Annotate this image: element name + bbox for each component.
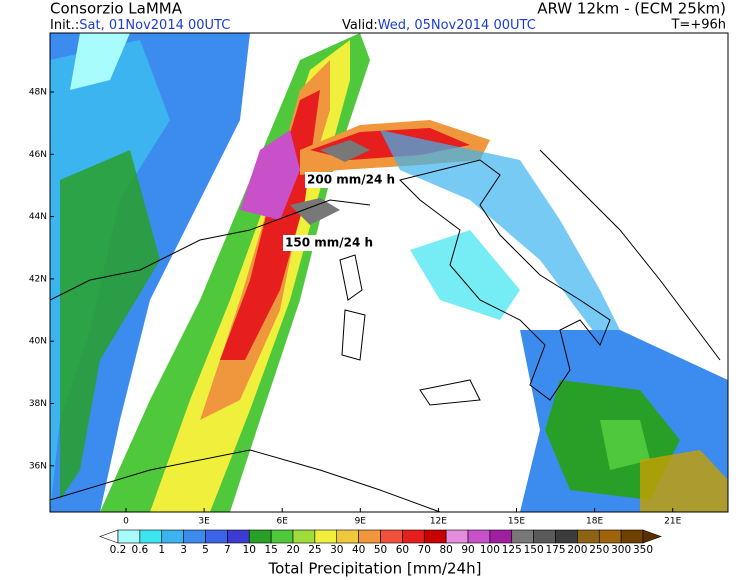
colorbar-label: 30 <box>330 544 343 556</box>
colorbar-label: 300 <box>611 544 631 556</box>
colorbar-label: 0.6 <box>132 544 149 556</box>
valid-label: Valid: <box>342 18 378 33</box>
colorbar-swatch <box>577 529 600 544</box>
colorbar-label: 50 <box>374 544 387 556</box>
init-label: Init.: <box>50 18 79 33</box>
colorbar-swatch <box>555 529 578 544</box>
colorbar-label: 60 <box>396 544 409 556</box>
lon-label: 18E <box>586 517 603 527</box>
init: Init.:Sat, 01Nov2014 00UTC <box>50 18 230 33</box>
map <box>50 33 728 512</box>
colorbar-label: 3 <box>180 544 187 556</box>
colorbar-swatch <box>314 529 338 544</box>
colorbar-swatch <box>467 529 491 544</box>
colorbar-label: 350 <box>633 544 653 556</box>
colorbar-swatch <box>445 529 469 544</box>
colorbar-label: 25 <box>308 544 321 556</box>
colorbar-label: 20 <box>286 544 299 556</box>
colorbar-label: 15 <box>264 544 277 556</box>
title: Consorzio LaMMA <box>50 0 183 18</box>
colorbar-swatch <box>270 529 294 544</box>
lat-label: 42N <box>29 274 47 284</box>
lat-label: 46N <box>29 150 47 160</box>
colorbar-swatch <box>511 529 534 544</box>
lead-time: T=+96h <box>670 18 726 33</box>
colorbar-label: 150 <box>524 544 544 556</box>
colorbar-swatch <box>205 529 228 544</box>
colorbar-end <box>642 529 662 544</box>
colorbar-swatch <box>248 529 272 544</box>
colorbar-swatch <box>380 529 403 544</box>
colorbar-swatch <box>423 529 447 544</box>
lon-label: 12E <box>430 517 447 527</box>
colorbar-label: 10 <box>243 544 256 556</box>
lat-label: 44N <box>29 212 47 222</box>
colorbar-swatch <box>402 529 425 544</box>
colorbar-swatch <box>620 529 644 544</box>
colorbar-label: 40 <box>352 544 365 556</box>
annotation-box <box>283 235 375 251</box>
annotation: 200 mm/24 h <box>305 172 397 188</box>
colorbar-label: 70 <box>418 544 431 556</box>
annotation-text: 150 mm/24 h <box>285 236 373 250</box>
colorbar-swatch <box>598 529 622 544</box>
lat-label: 48N <box>29 88 47 98</box>
lon-label: 3E <box>198 517 210 527</box>
annotation-box <box>305 172 397 188</box>
init-time: Sat, 01Nov2014 00UTC <box>79 18 230 33</box>
valid: Valid:Wed, 05Nov2014 00UTC <box>342 18 536 33</box>
lon-label: 21E <box>664 517 681 527</box>
colorbar-swatch <box>292 529 316 544</box>
colorbar-label: 5 <box>202 544 209 556</box>
lon-label: 9E <box>355 517 367 527</box>
colorbar-swatch <box>227 529 250 544</box>
colorbar-swatch <box>533 529 556 544</box>
colorbar-swatch <box>117 529 141 544</box>
colorbar-label: 175 <box>545 544 565 556</box>
annotation: 150 mm/24 h <box>283 235 375 251</box>
colorbar-label: 125 <box>502 544 522 556</box>
lat-label: 38N <box>29 399 47 409</box>
colorbar-swatch <box>161 529 184 544</box>
lon-label: 0 <box>123 517 129 527</box>
model: ARW 12km - (ECM 25km) <box>537 0 726 18</box>
colorbar-label: 80 <box>439 544 452 556</box>
colorbar-swatch <box>183 529 206 544</box>
colorbar-label: 200 <box>567 544 587 556</box>
colorbar-end <box>99 529 119 544</box>
colorbar-label: 100 <box>480 544 500 556</box>
colorbar-label: 7 <box>224 544 231 556</box>
valid-time: Wed, 05Nov2014 00UTC <box>378 18 536 33</box>
lon-label: 6E <box>276 517 288 527</box>
colorbar-swatch <box>489 529 513 544</box>
legend-title: Total Precipitation [mm/24h] <box>268 560 482 578</box>
lat-label: 36N <box>29 461 47 471</box>
lon-label: 15E <box>508 517 525 527</box>
annotation-text: 200 mm/24 h <box>307 173 395 187</box>
map-frame <box>49 32 729 513</box>
lat-label: 40N <box>29 337 47 347</box>
colorbar-label: 250 <box>589 544 609 556</box>
colorbar-swatch <box>139 529 163 544</box>
colorbar-swatch <box>336 529 359 544</box>
colorbar-swatch <box>358 529 381 544</box>
colorbar-label: 0.2 <box>110 544 127 556</box>
colorbar-label: 1 <box>158 544 165 556</box>
colorbar-label: 90 <box>461 544 474 556</box>
